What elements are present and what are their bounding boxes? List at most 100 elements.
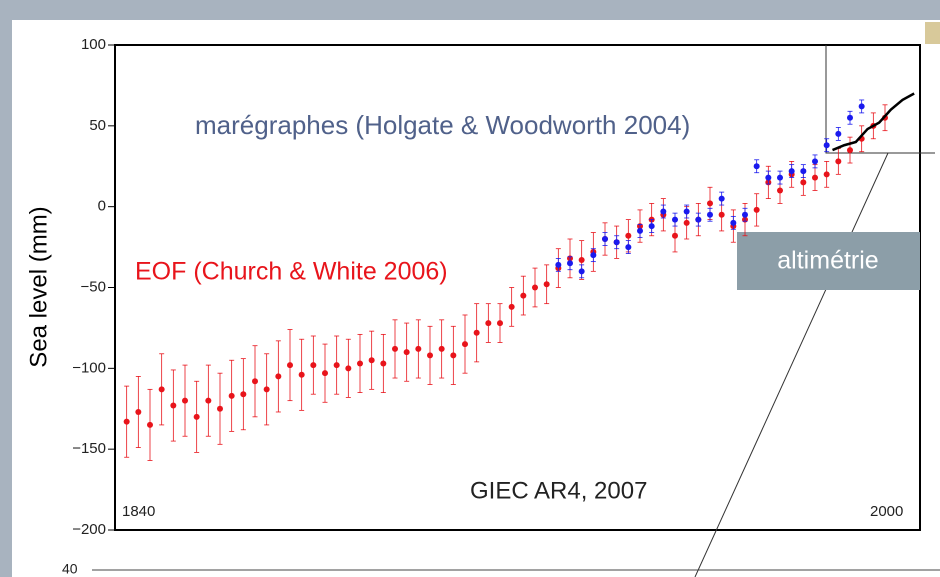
point: [648, 223, 655, 230]
point: [835, 130, 842, 137]
point: [310, 362, 317, 369]
point: [345, 365, 352, 372]
point: [392, 345, 398, 352]
point: [858, 103, 865, 110]
annotation: marégraphes (Holgate & Woodworth 2004): [195, 110, 690, 140]
point: [847, 114, 853, 121]
point: [170, 402, 177, 409]
point: [812, 158, 818, 165]
y-tick-label: 50: [89, 117, 106, 134]
point: [555, 261, 562, 268]
point: [718, 211, 725, 218]
point: [217, 405, 223, 412]
point: [240, 391, 247, 398]
y-tick-label: 100: [81, 36, 106, 53]
altimetry-line: [832, 92, 915, 152]
point: [625, 244, 632, 251]
point: [182, 397, 188, 404]
point: [438, 345, 445, 352]
point: [205, 397, 212, 404]
annotation: EOF (Church & White 2006): [135, 258, 448, 286]
point: [508, 303, 515, 310]
point: [403, 349, 410, 356]
point: [660, 208, 667, 215]
point: [777, 174, 783, 181]
zoom-box: [825, 45, 935, 154]
annotation: altimétrie: [777, 247, 878, 275]
point: [322, 370, 328, 377]
corner-tab: [925, 22, 940, 44]
point: [147, 421, 153, 428]
point: [333, 362, 340, 369]
point: [637, 227, 643, 234]
annotation: GIEC AR4, 2007: [470, 477, 647, 504]
point: [672, 232, 678, 239]
point: [823, 171, 830, 178]
point: [193, 413, 200, 420]
lower-tick-label: 40: [62, 561, 78, 577]
point: [462, 341, 468, 348]
point: [228, 392, 235, 399]
point: [275, 373, 282, 380]
point: [123, 418, 130, 425]
point: [753, 163, 760, 170]
point: [613, 239, 620, 246]
point: [800, 168, 807, 175]
annotation: 2000: [870, 503, 903, 520]
point: [497, 320, 503, 327]
point: [683, 219, 690, 226]
point: [415, 345, 422, 352]
point: [695, 216, 702, 223]
point: [368, 357, 375, 364]
point: [602, 236, 608, 242]
point: [707, 211, 713, 218]
zoom-line: [694, 152, 889, 577]
point: [252, 378, 258, 385]
point: [847, 147, 853, 154]
point: [753, 206, 760, 213]
point: [788, 168, 795, 175]
point: [520, 292, 527, 299]
point: [135, 408, 142, 415]
point: [485, 320, 492, 327]
point: [578, 268, 585, 275]
point: [380, 360, 387, 367]
point: [543, 281, 550, 288]
point: [742, 211, 748, 218]
point: [287, 362, 293, 369]
point: [683, 208, 690, 215]
point: [718, 195, 725, 202]
point: [298, 371, 305, 378]
point: [578, 257, 585, 264]
label-box: [737, 232, 920, 290]
y-tick-label: 0: [98, 198, 106, 215]
point: [800, 179, 807, 186]
annotation: 1840: [122, 503, 155, 520]
point: [777, 187, 783, 194]
y-axis-label: Sea level (mm): [25, 206, 52, 367]
point: [625, 232, 632, 239]
y-tick-label: −200: [72, 521, 106, 538]
point: [672, 216, 678, 223]
y-tick-label: −50: [81, 278, 106, 295]
point: [812, 174, 818, 181]
point: [590, 252, 597, 259]
y-tick-label: −150: [72, 440, 106, 457]
point: [263, 386, 270, 393]
point: [823, 142, 830, 149]
point: [427, 352, 433, 359]
point: [730, 219, 737, 226]
point: [532, 284, 538, 291]
point: [707, 200, 713, 207]
point: [765, 174, 772, 181]
point: [450, 352, 457, 359]
point: [567, 260, 573, 267]
point: [473, 329, 480, 336]
y-tick-label: −100: [72, 359, 106, 376]
point: [357, 360, 363, 367]
point: [158, 386, 165, 393]
point: [835, 158, 842, 165]
content-area: [12, 20, 940, 577]
